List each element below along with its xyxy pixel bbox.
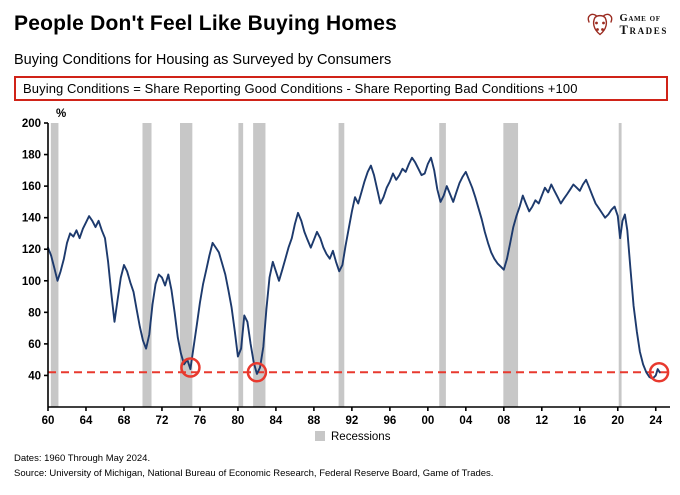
- y-tick-label: 80: [28, 307, 41, 319]
- recession-band: [50, 123, 59, 407]
- brand-name-line2: Trades: [619, 22, 668, 37]
- lowpoint-circle: [180, 357, 201, 378]
- y-tick-label: 140: [22, 213, 41, 225]
- x-tick-label: 08: [497, 415, 510, 427]
- buying-conditions-line-chart: 200 180 160 140 120 100 80 60 40 60 64 68 72 76 80 84 88…: [22, 108, 670, 443]
- x-tick-label: 92: [345, 415, 358, 427]
- x-tick-label: 88: [307, 415, 320, 427]
- lowpoint-circle: [648, 362, 670, 383]
- recession-band: [179, 123, 193, 407]
- x-tick-label: 84: [270, 415, 283, 427]
- x-tick-label: 00: [421, 415, 434, 427]
- chart-area: 200 180 160 140 120 100 80 60 40 60 64 68 72 76 80 84 88…: [12, 105, 670, 452]
- y-axis-unit-label: %: [56, 108, 66, 120]
- x-tick-label: 16: [573, 415, 586, 427]
- x-tick-label: 80: [232, 415, 245, 427]
- brand-name-line1: Game of: [619, 12, 661, 24]
- y-tick-label: 120: [22, 244, 41, 256]
- brand-name: Game of Trades: [620, 13, 668, 37]
- x-tick-label: 68: [118, 415, 131, 427]
- footer-source: Source: University of Michigan, National…: [14, 467, 494, 479]
- y-tick-label: 60: [28, 339, 41, 351]
- page-title: People Don't Feel Like Buying Homes: [14, 12, 398, 35]
- y-tick-label: 40: [28, 370, 41, 382]
- page: People Don't Feel Like Buying Homes Game…: [12, 8, 670, 481]
- recession-band: [503, 123, 519, 407]
- x-tick-label: 64: [80, 415, 93, 427]
- buying-conditions-line: [47, 156, 661, 380]
- header: People Don't Feel Like Buying Homes Game…: [12, 8, 668, 40]
- bull-icon: [587, 13, 612, 36]
- brand-logo: Game of Trades: [585, 10, 668, 40]
- x-tick-label: 20: [611, 415, 624, 427]
- footer-dates: Dates: 1960 Through May 2024.: [14, 453, 151, 464]
- recession-band: [439, 123, 446, 407]
- y-tick-label: 180: [22, 150, 41, 162]
- x-tick-label: 60: [42, 415, 55, 427]
- x-tick-label: 96: [383, 415, 396, 427]
- recession-band: [618, 123, 622, 407]
- x-tick-label: 24: [649, 415, 662, 427]
- y-tick-label: 100: [22, 276, 41, 288]
- legend-recession-swatch: [315, 431, 325, 441]
- x-tick-label: 72: [156, 415, 169, 427]
- chart-subtitle: Buying Conditions for Housing as Surveye…: [14, 52, 392, 68]
- recession-band: [142, 123, 152, 407]
- recession-band: [238, 123, 244, 407]
- x-tick-label: 12: [535, 415, 548, 427]
- x-tick-label: 76: [194, 415, 207, 427]
- formula-note: Buying Conditions = Share Reporting Good…: [14, 76, 668, 101]
- y-tick-label: 160: [22, 181, 41, 193]
- recession-band: [253, 123, 266, 407]
- legend-recessions-label: Recessions: [331, 431, 391, 443]
- y-tick-label: 200: [22, 118, 41, 130]
- footer: Dates: 1960 Through May 2024. Source: Un…: [14, 452, 668, 481]
- lowpoint-circle: [246, 362, 268, 383]
- x-tick-label: 04: [459, 415, 472, 427]
